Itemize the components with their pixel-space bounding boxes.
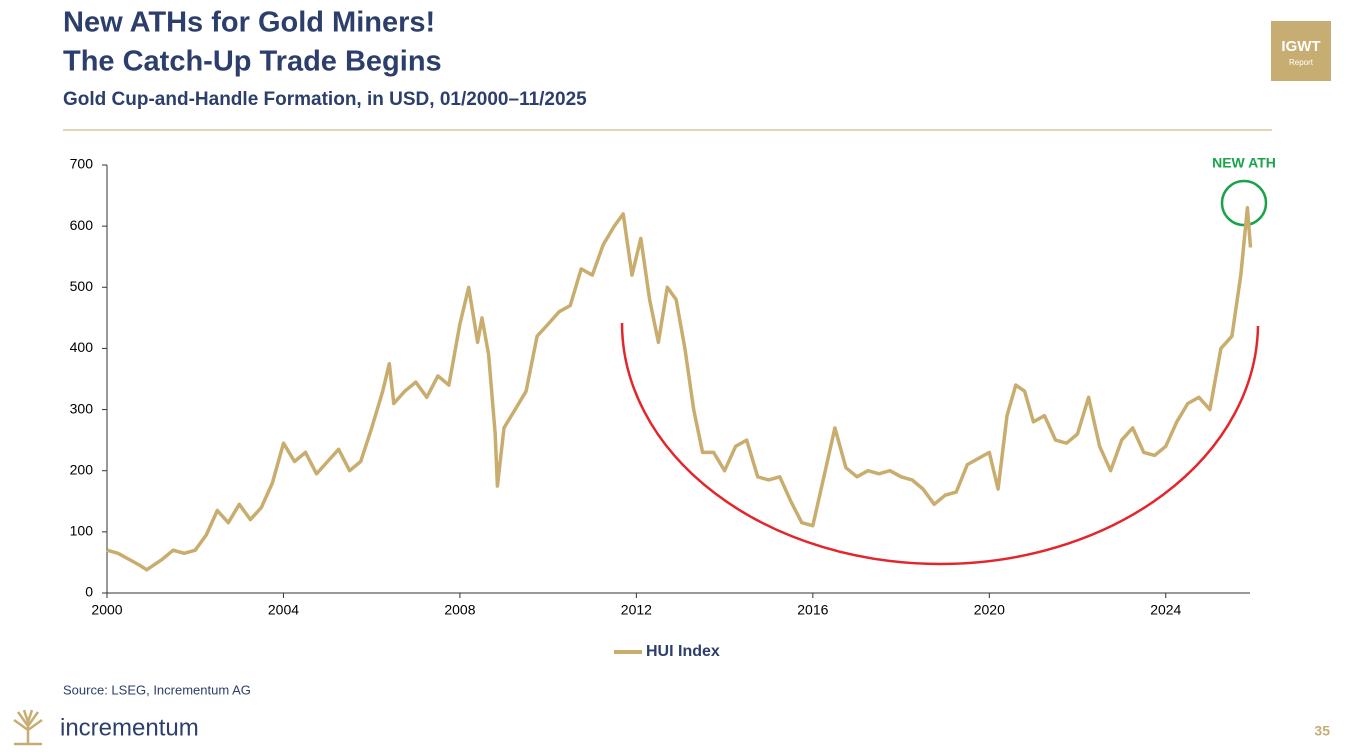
x-tick-label: 2020	[974, 602, 1005, 618]
title-line: The Catch-Up Trade Begins	[63, 46, 442, 78]
logo-icon	[13, 709, 43, 746]
y-tick-label: 700	[70, 156, 94, 172]
x-tick-label: 2004	[268, 602, 299, 618]
y-tick-label: 500	[70, 278, 94, 294]
badge	[1271, 21, 1331, 81]
page-number: 35	[1314, 723, 1330, 739]
line-series	[106, 206, 1253, 572]
annotation: NEW ATH	[1212, 155, 1276, 171]
y-tick-label: 600	[70, 217, 94, 233]
title-line: New ATHs for Gold Miners!	[63, 7, 435, 39]
y-tick-label: 100	[70, 523, 94, 539]
x-tick-label: 2024	[1150, 602, 1181, 618]
x-tick-label: 2012	[621, 602, 652, 618]
x-tick-label: 2000	[91, 602, 122, 618]
badge-subtext: Report	[1289, 58, 1314, 67]
x-tick-label: 2008	[444, 602, 475, 618]
brand: incrementum	[60, 714, 199, 741]
y-tick-label: 200	[70, 461, 94, 477]
y-tick-label: 300	[70, 400, 94, 416]
source: Source: LSEG, Incrementum AG	[63, 682, 251, 697]
subtitle: Gold Cup-and-Handle Formation, in USD, 0…	[63, 89, 587, 110]
x-tick-label: 2016	[797, 602, 828, 618]
cup-arc	[620, 322, 1260, 566]
y-tick-label: 0	[85, 584, 93, 600]
badge-text: IGWT	[1281, 38, 1320, 55]
ath-circle	[1220, 179, 1268, 227]
y-tick-label: 400	[70, 339, 94, 355]
legend-label: HUI Index	[646, 643, 720, 660]
